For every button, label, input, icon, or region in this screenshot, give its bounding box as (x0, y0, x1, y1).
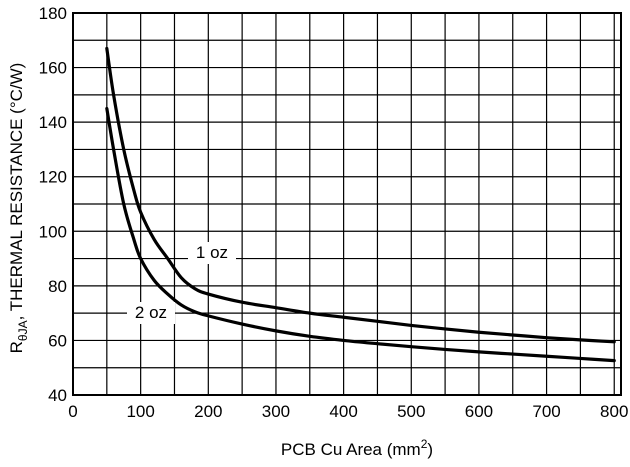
series-labels: 1 oz 2 oz (127, 242, 236, 324)
y-tick-label: 80 (48, 277, 67, 296)
y-axis-title-sub: θJA (16, 320, 30, 341)
y-tick-label: 120 (39, 168, 67, 187)
series-label-bg (127, 302, 175, 324)
series-label-2: 2 oz (135, 303, 167, 322)
x-axis-title-main: PCB Cu Area (mm (281, 440, 421, 459)
x-tick-label: 700 (532, 402, 560, 421)
x-axis-title: PCB Cu Area (mm2) (281, 437, 433, 459)
x-axis-title-tail: ) (427, 440, 433, 459)
y-tick-label: 160 (39, 59, 67, 78)
x-tick-label: 0 (68, 402, 77, 421)
x-tick-labels: 0 100 200 300 400 500 600 700 800 (68, 402, 628, 421)
plot-frame (72, 12, 622, 396)
x-tick-label: 400 (329, 402, 357, 421)
y-tick-label: 180 (39, 4, 67, 23)
y-axis-title: RθJA, THERMAL RESISTANCE (°C/W) (7, 63, 30, 354)
x-tick-label: 600 (465, 402, 493, 421)
x-tick-label: 500 (397, 402, 425, 421)
y-tick-label: 100 (39, 222, 67, 241)
series-label-1: 1 oz (196, 243, 228, 262)
y-tick-label: 60 (48, 331, 67, 350)
y-tick-label: 140 (39, 113, 67, 132)
x-tick-label: 800 (600, 402, 628, 421)
x-tick-label: 200 (194, 402, 222, 421)
series-line-1 (105, 46, 616, 344)
y-axis-title-tail: , THERMAL RESISTANCE (°C/W) (7, 63, 26, 321)
x-axis-title-sup: 2 (421, 437, 428, 451)
x-tick-label: 300 (262, 402, 290, 421)
series-lines (105, 46, 616, 363)
y-axis-title-main: R (7, 341, 26, 353)
x-tick-label: 100 (126, 402, 154, 421)
series-label-bg (188, 242, 236, 264)
y-tick-label: 40 (48, 386, 67, 405)
y-tick-labels: 40 60 80 100 120 140 160 180 (39, 4, 67, 405)
series-line-2 (105, 106, 616, 363)
